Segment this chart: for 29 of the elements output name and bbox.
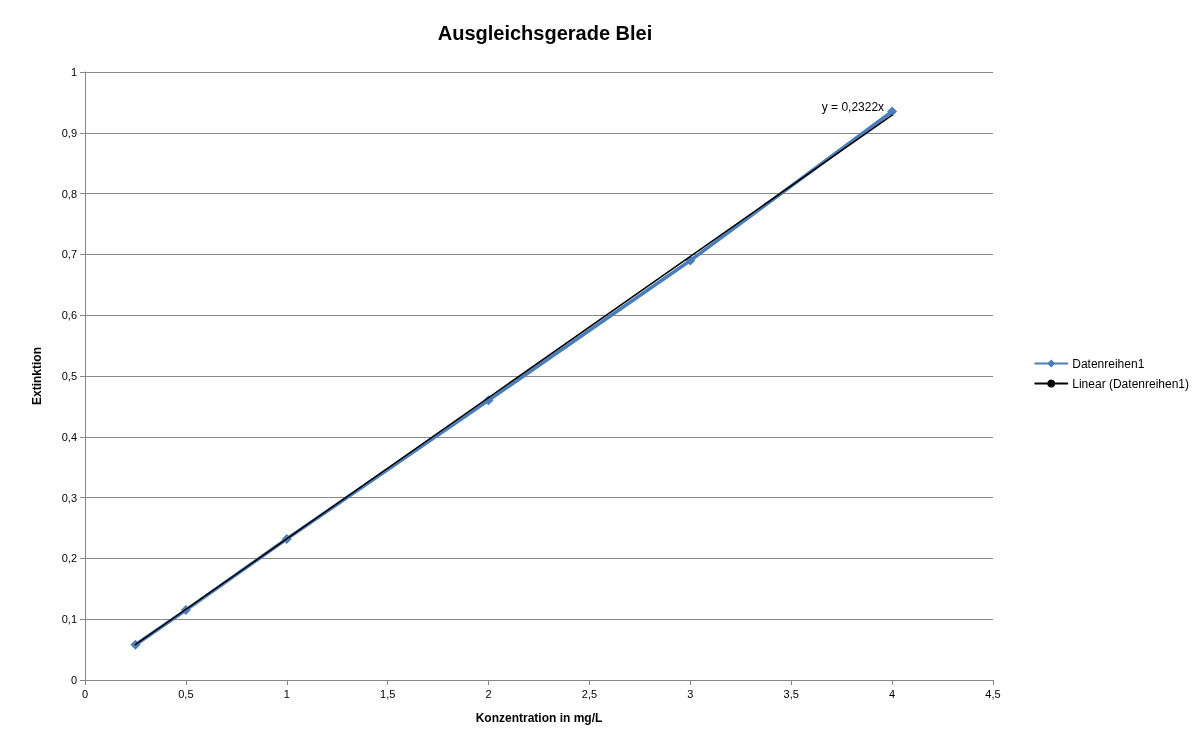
- x-tick-label: 3,5: [783, 687, 799, 700]
- legend-label: Linear (Datenreihen1): [1072, 376, 1190, 391]
- y-tick-label: 0,2: [61, 552, 77, 565]
- x-tick-label: 0: [81, 687, 89, 700]
- y-tick-label: 1: [70, 66, 77, 78]
- y-tick-label: 0,4: [61, 430, 77, 443]
- y-tick-label: 0: [70, 674, 77, 686]
- x-axis-title: Konzentration in mg/L: [475, 711, 603, 725]
- x-tick-label: 3: [687, 687, 694, 700]
- x-tick-label: 2: [485, 687, 492, 700]
- y-tick-label: 0,6: [61, 309, 77, 322]
- y-tick-label: 0,1: [61, 613, 77, 626]
- y-tick-label: 0,8: [61, 187, 77, 200]
- point: [887, 106, 898, 117]
- chart-title: Ausgleichsgerade Blei: [437, 22, 653, 44]
- legend-label: Datenreihen1: [1072, 356, 1145, 371]
- x-tick-label: 4,5: [985, 687, 1001, 700]
- y-tick-label: 0,5: [61, 370, 77, 382]
- x-tick-label: 1: [283, 687, 290, 700]
- point: [130, 639, 141, 650]
- x-tick-label: 2,5: [581, 687, 598, 700]
- y-tick-label: 0,7: [61, 248, 77, 261]
- y-tick-label: 0,3: [61, 491, 77, 504]
- x-tick-label: 0,5: [178, 687, 194, 700]
- x-tick-label: 1,5: [380, 687, 396, 700]
- annotation: y = 0,2322x: [821, 99, 885, 114]
- y-tick-label: 0,9: [61, 126, 77, 139]
- x-tick-label: 4: [889, 687, 896, 700]
- y-axis-title: Extinktion: [30, 346, 44, 406]
